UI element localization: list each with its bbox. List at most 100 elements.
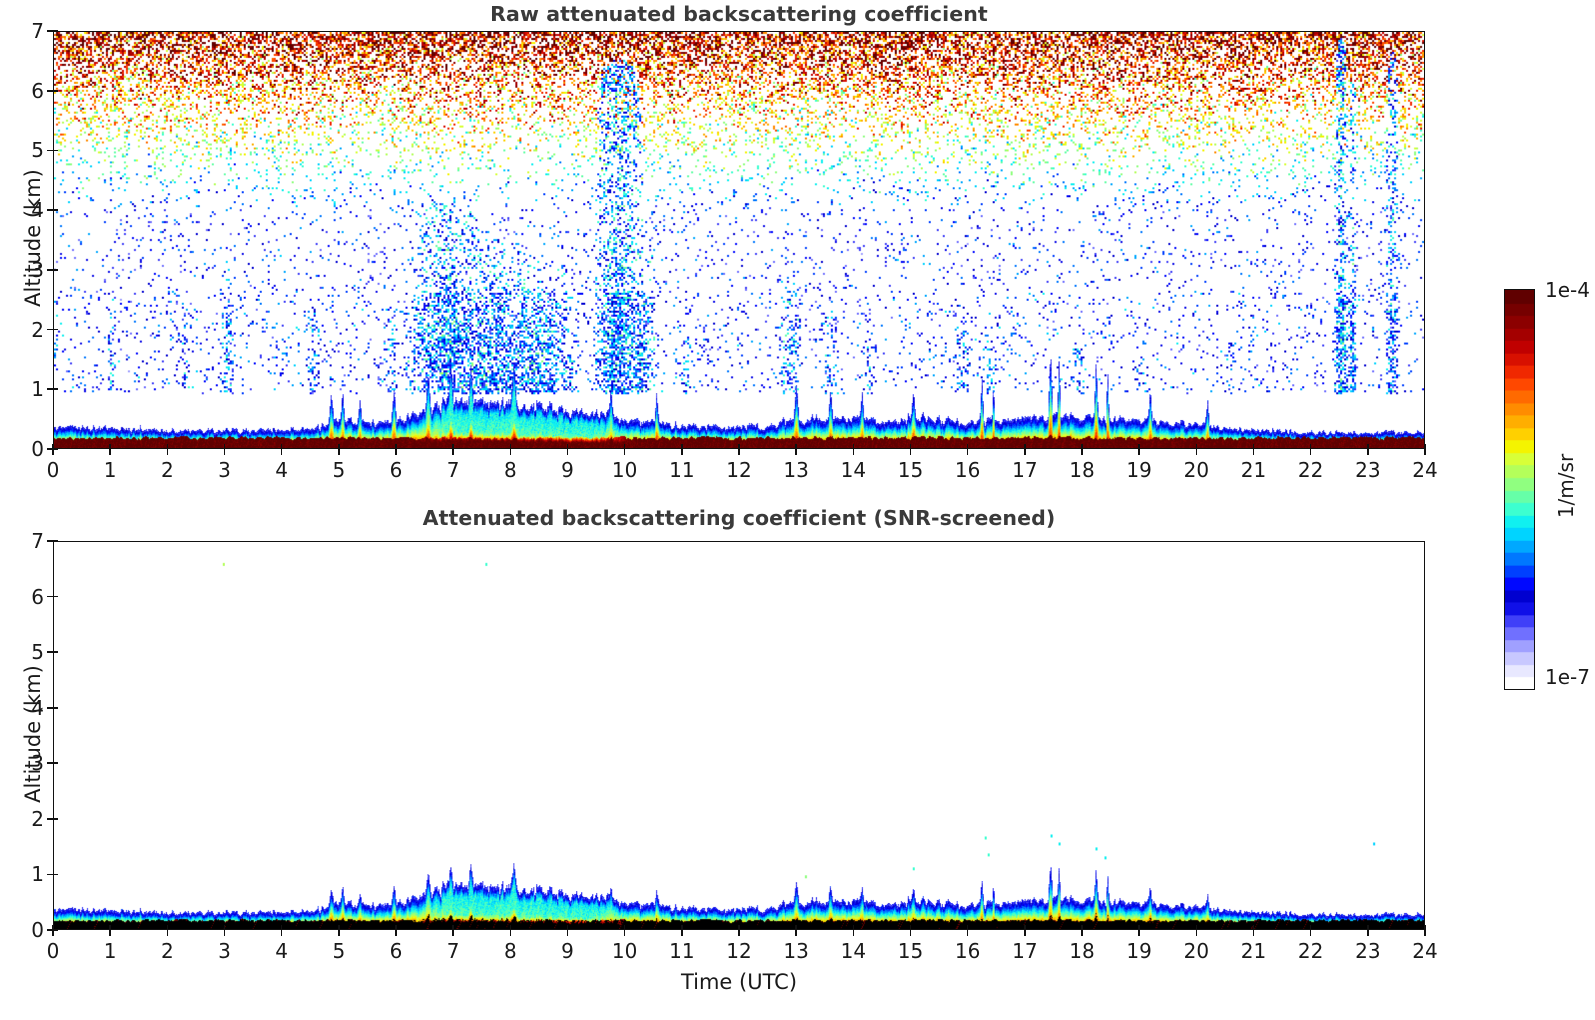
y-tick [47, 209, 53, 211]
y-tick [47, 448, 53, 450]
y-axis-label-raw: Altitude (km) [21, 169, 45, 307]
y-tick-inner [53, 595, 58, 598]
x-tick-inner [338, 925, 340, 930]
x-tick-label: 19 [1126, 939, 1152, 963]
x-tick-label: 21 [1240, 458, 1267, 482]
y-tick-label: 2 [31, 806, 44, 831]
x-tick-inner [509, 444, 512, 449]
x-tick-inner [280, 444, 283, 449]
x-tick-label: 24 [1412, 939, 1438, 963]
x-tick-label: 12 [726, 458, 752, 482]
x-tick [909, 930, 912, 936]
x-tick-label: 3 [218, 458, 231, 482]
x-tick-inner [223, 444, 226, 449]
x-tick-inner [1252, 925, 1255, 930]
x-tick-inner [1424, 925, 1426, 930]
y-tick-label: 4 [31, 198, 44, 223]
x-tick [395, 449, 397, 455]
x-tick-label: 1 [103, 458, 117, 482]
x-tick [223, 449, 226, 455]
y-tick-inner [53, 706, 58, 709]
y-tick-label: 2 [31, 317, 44, 342]
y-tick-label: 5 [31, 138, 44, 163]
x-tick [566, 930, 569, 936]
x-tick-label: 24 [1412, 458, 1438, 482]
x-tick-label: 17 [1012, 458, 1038, 482]
y-tick [47, 873, 53, 876]
colorbar-min-label: 1e-7 [1545, 665, 1590, 689]
x-tick-inner [738, 444, 740, 449]
x-tick-label: 7 [446, 458, 460, 482]
x-tick-label: 18 [1069, 939, 1095, 963]
plot-panel-screened [53, 541, 1425, 930]
x-tick-label: 4 [275, 458, 289, 482]
x-tick-label: 0 [46, 939, 60, 963]
x-tick [338, 930, 340, 936]
x-tick-inner [395, 444, 397, 449]
x-tick-label: 13 [783, 458, 809, 482]
y-tick [47, 595, 53, 598]
x-tick-label: 20 [1183, 458, 1210, 482]
x-tick [1367, 930, 1369, 936]
y-axis-label-screened: Altitude (km) [21, 664, 45, 803]
y-tick-inner [53, 762, 58, 765]
x-tick-label: 6 [389, 939, 403, 963]
y-tick [47, 30, 53, 32]
x-tick [223, 930, 226, 936]
y-tick [47, 929, 53, 931]
x-tick-inner [1081, 925, 1083, 930]
x-tick [166, 449, 169, 455]
x-tick [338, 449, 340, 455]
y-tick [47, 706, 53, 709]
x-tick-label: 11 [669, 939, 695, 963]
x-tick-label: 1 [103, 939, 117, 963]
x-tick-inner [966, 925, 969, 930]
y-tick-inner [53, 448, 58, 450]
y-tick-label: 1 [31, 377, 44, 402]
x-tick [52, 449, 54, 455]
y-tick-inner [53, 30, 58, 32]
x-tick-inner [166, 925, 169, 930]
x-tick-inner [566, 444, 569, 449]
x-tick-label: 5 [332, 458, 346, 482]
x-tick [738, 930, 740, 936]
x-tick-label: 8 [503, 458, 517, 482]
x-tick-inner [795, 925, 797, 930]
x-tick [681, 930, 683, 936]
x-tick [623, 449, 626, 455]
x-tick-inner [1138, 444, 1140, 449]
x-tick-inner [1195, 925, 1198, 930]
x-tick-label: 2 [160, 939, 174, 963]
x-tick [1309, 930, 1312, 936]
y-tick-label: 1 [31, 862, 44, 887]
y-tick-label: 0 [31, 437, 44, 461]
x-tick-label: 9 [561, 939, 574, 963]
x-tick-inner [852, 444, 855, 449]
x-tick-inner [509, 925, 512, 930]
x-tick-inner [1309, 925, 1312, 930]
y-tick-label: 3 [31, 257, 44, 282]
x-tick [1424, 449, 1426, 455]
y-tick-inner [53, 818, 58, 820]
x-tick-inner [338, 444, 340, 449]
y-tick-label: 0 [31, 918, 44, 942]
x-tick [966, 449, 969, 455]
x-tick-inner [1024, 925, 1026, 930]
x-tick-inner [166, 444, 169, 449]
y-tick-label: 7 [31, 529, 44, 553]
x-tick-inner [395, 925, 397, 930]
x-tick-label: 2 [160, 458, 174, 482]
x-tick [852, 449, 855, 455]
x-tick-inner [966, 444, 969, 449]
x-tick [1252, 930, 1255, 936]
x-tick-inner [623, 925, 626, 930]
x-tick-label: 15 [897, 458, 924, 482]
x-tick [795, 449, 797, 455]
x-tick [280, 930, 283, 936]
colorbar-unit-label: 1/m/sr [1554, 453, 1579, 519]
x-tick [166, 930, 169, 936]
x-tick [909, 449, 912, 455]
x-tick-inner [623, 444, 626, 449]
x-tick-label: 23 [1355, 458, 1381, 482]
y-tick-inner [53, 388, 58, 391]
